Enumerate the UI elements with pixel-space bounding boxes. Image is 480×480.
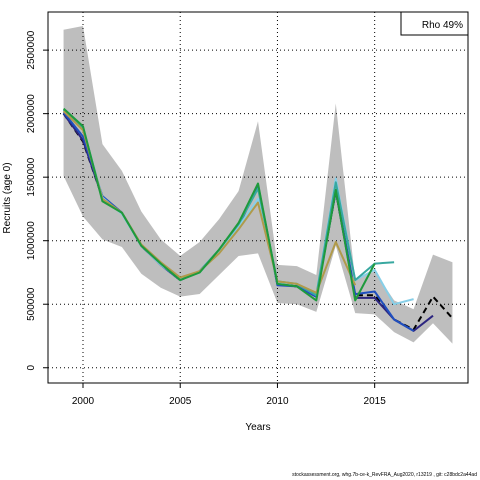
series-line-6 [62, 107, 376, 302]
y-tick-label: 1000000 [26, 221, 37, 260]
legend: Rho 49% [400, 11, 469, 36]
y-tick-label: 500000 [26, 287, 37, 321]
x-tick-label: 2015 [364, 396, 387, 407]
series-layer [62, 107, 454, 332]
y-tick-label: 1500000 [26, 157, 37, 196]
y-axis-title: Recruits (age 0) [2, 162, 13, 233]
x-tick-label: 2000 [72, 396, 95, 407]
plot-frame [47, 11, 469, 384]
y-tick-label: 2500000 [26, 30, 37, 69]
x-axis: 2000 2005 2010 2015 [72, 383, 386, 407]
y-tick-label: 0 [26, 365, 37, 371]
x-tick-label: 2005 [169, 396, 192, 407]
x-axis-title: Years [245, 422, 270, 433]
y-tick-label: 2000000 [26, 94, 37, 133]
footer-note: stockassessment.org, whg.7b-ce-k_RevFRA_… [292, 472, 477, 478]
legend-box [400, 11, 469, 36]
y-axis: 0 500000 1000000 1500000 2000000 2500000 [26, 30, 48, 371]
legend-text: Rho 49% [422, 20, 463, 31]
x-tick-label: 2010 [266, 396, 289, 407]
